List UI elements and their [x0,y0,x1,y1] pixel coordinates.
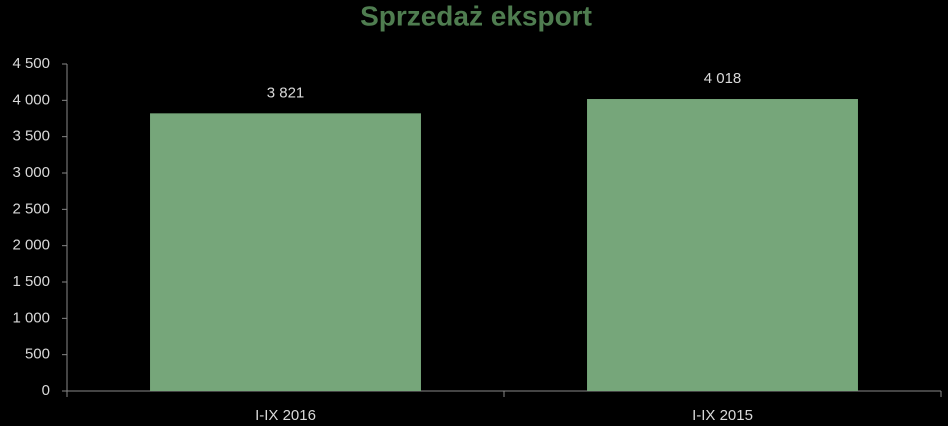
y-tick-label: 3 500 [12,128,50,145]
y-tick-label: 4 000 [12,91,50,108]
y-tick-label: 1 500 [12,273,50,290]
y-tick-label: 500 [25,346,50,363]
data-label: 3 821 [267,84,305,101]
y-tick-label: 4 500 [12,55,50,72]
x-tick-label: I-IX 2016 [255,407,316,424]
chart-title: Sprzedaż eksport [360,0,592,31]
x-tick-label: I-IX 2015 [692,407,753,424]
y-tick-label: 2 500 [12,200,50,217]
y-tick-label: 2 000 [12,237,50,254]
y-tick-label: 0 [42,382,50,399]
bar [587,99,858,391]
y-tick-label: 3 000 [12,164,50,181]
bar [150,113,421,391]
y-tick-label: 1 000 [12,309,50,326]
data-label: 4 018 [704,70,742,87]
